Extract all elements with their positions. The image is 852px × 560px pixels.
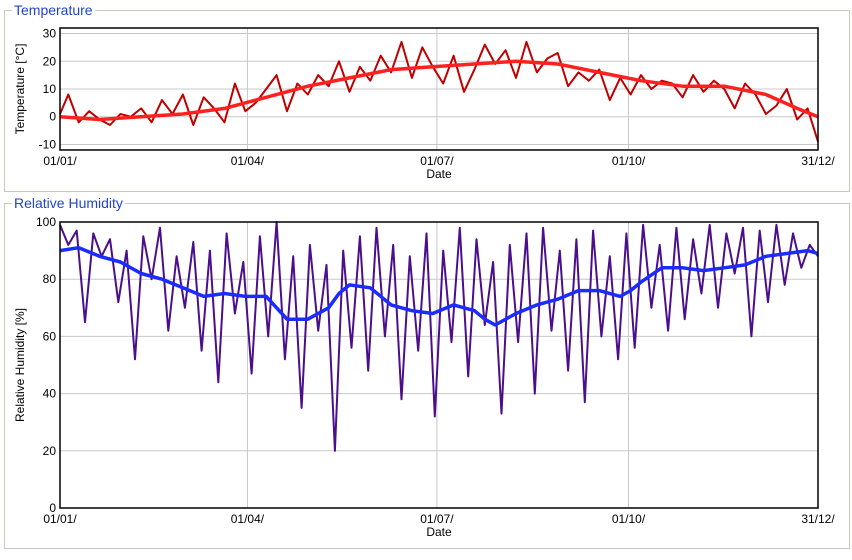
temperature-xtick-label: 01/01/ <box>43 154 77 168</box>
humidity-ytick-label: 20 <box>43 444 57 458</box>
humidity-chart: 0 20 40 60 80 100 01/01/01/04/01/07/01/10/31/1… <box>13 215 835 539</box>
humidity-xtick-label: 01/04/ <box>231 512 265 526</box>
temperature-series-smoothed <box>59 59 819 122</box>
humidity-series-smoothed <box>59 245 819 327</box>
humidity-ytick-label: 80 <box>43 272 57 286</box>
temperature-chart: -10 0 10 20 30 01/01/01/04/01/07/01/10/31/12/… <box>13 27 835 181</box>
humidity-ytick-label: 100 <box>36 215 56 229</box>
humidity-xaxis-label: Date <box>426 525 452 539</box>
temperature-xtick-label: 31/12/ <box>801 154 835 168</box>
temperature-ytick-label: 0 <box>49 110 56 124</box>
humidity-xtick-label: 31/12/ <box>801 512 835 526</box>
humidity-ytick-label: 40 <box>43 387 57 401</box>
humidity-group-title: Relative Humidity <box>12 195 125 211</box>
humidity-xtick-label: 01/07/ <box>420 512 454 526</box>
humidity-plot-frame <box>59 221 819 509</box>
humidity-xtick-label: 01/10/ <box>612 512 646 526</box>
temperature-series-daily <box>59 40 819 142</box>
humidity-ytick-label: 0 <box>49 501 56 515</box>
humidity-yaxis-label: Relative Humidity [%] <box>13 308 27 422</box>
humidity-series-daily <box>59 221 819 452</box>
humidity-group: Relative Humidity <box>4 195 850 549</box>
temperature-group: Temperature <box>4 2 850 192</box>
temperature-plot-frame <box>59 27 819 151</box>
temperature-ytick-label: 10 <box>43 82 57 96</box>
temperature-ytick-label: 30 <box>43 27 57 41</box>
humidity-ytick-label: 60 <box>43 329 57 343</box>
temperature-xtick-label: 01/04/ <box>231 154 265 168</box>
humidity-xtick-label: 01/01/ <box>43 512 77 526</box>
temperature-ytick-label: 20 <box>43 54 57 68</box>
temperature-group-title: Temperature <box>12 2 95 18</box>
temperature-xtick-label: 01/07/ <box>420 154 454 168</box>
temperature-xaxis-label: Date <box>426 167 452 181</box>
temperature-ytick-label: -10 <box>39 137 57 151</box>
temperature-yaxis-label: Temperature [°C] <box>13 44 27 135</box>
temperature-xtick-label: 01/10/ <box>612 154 646 168</box>
